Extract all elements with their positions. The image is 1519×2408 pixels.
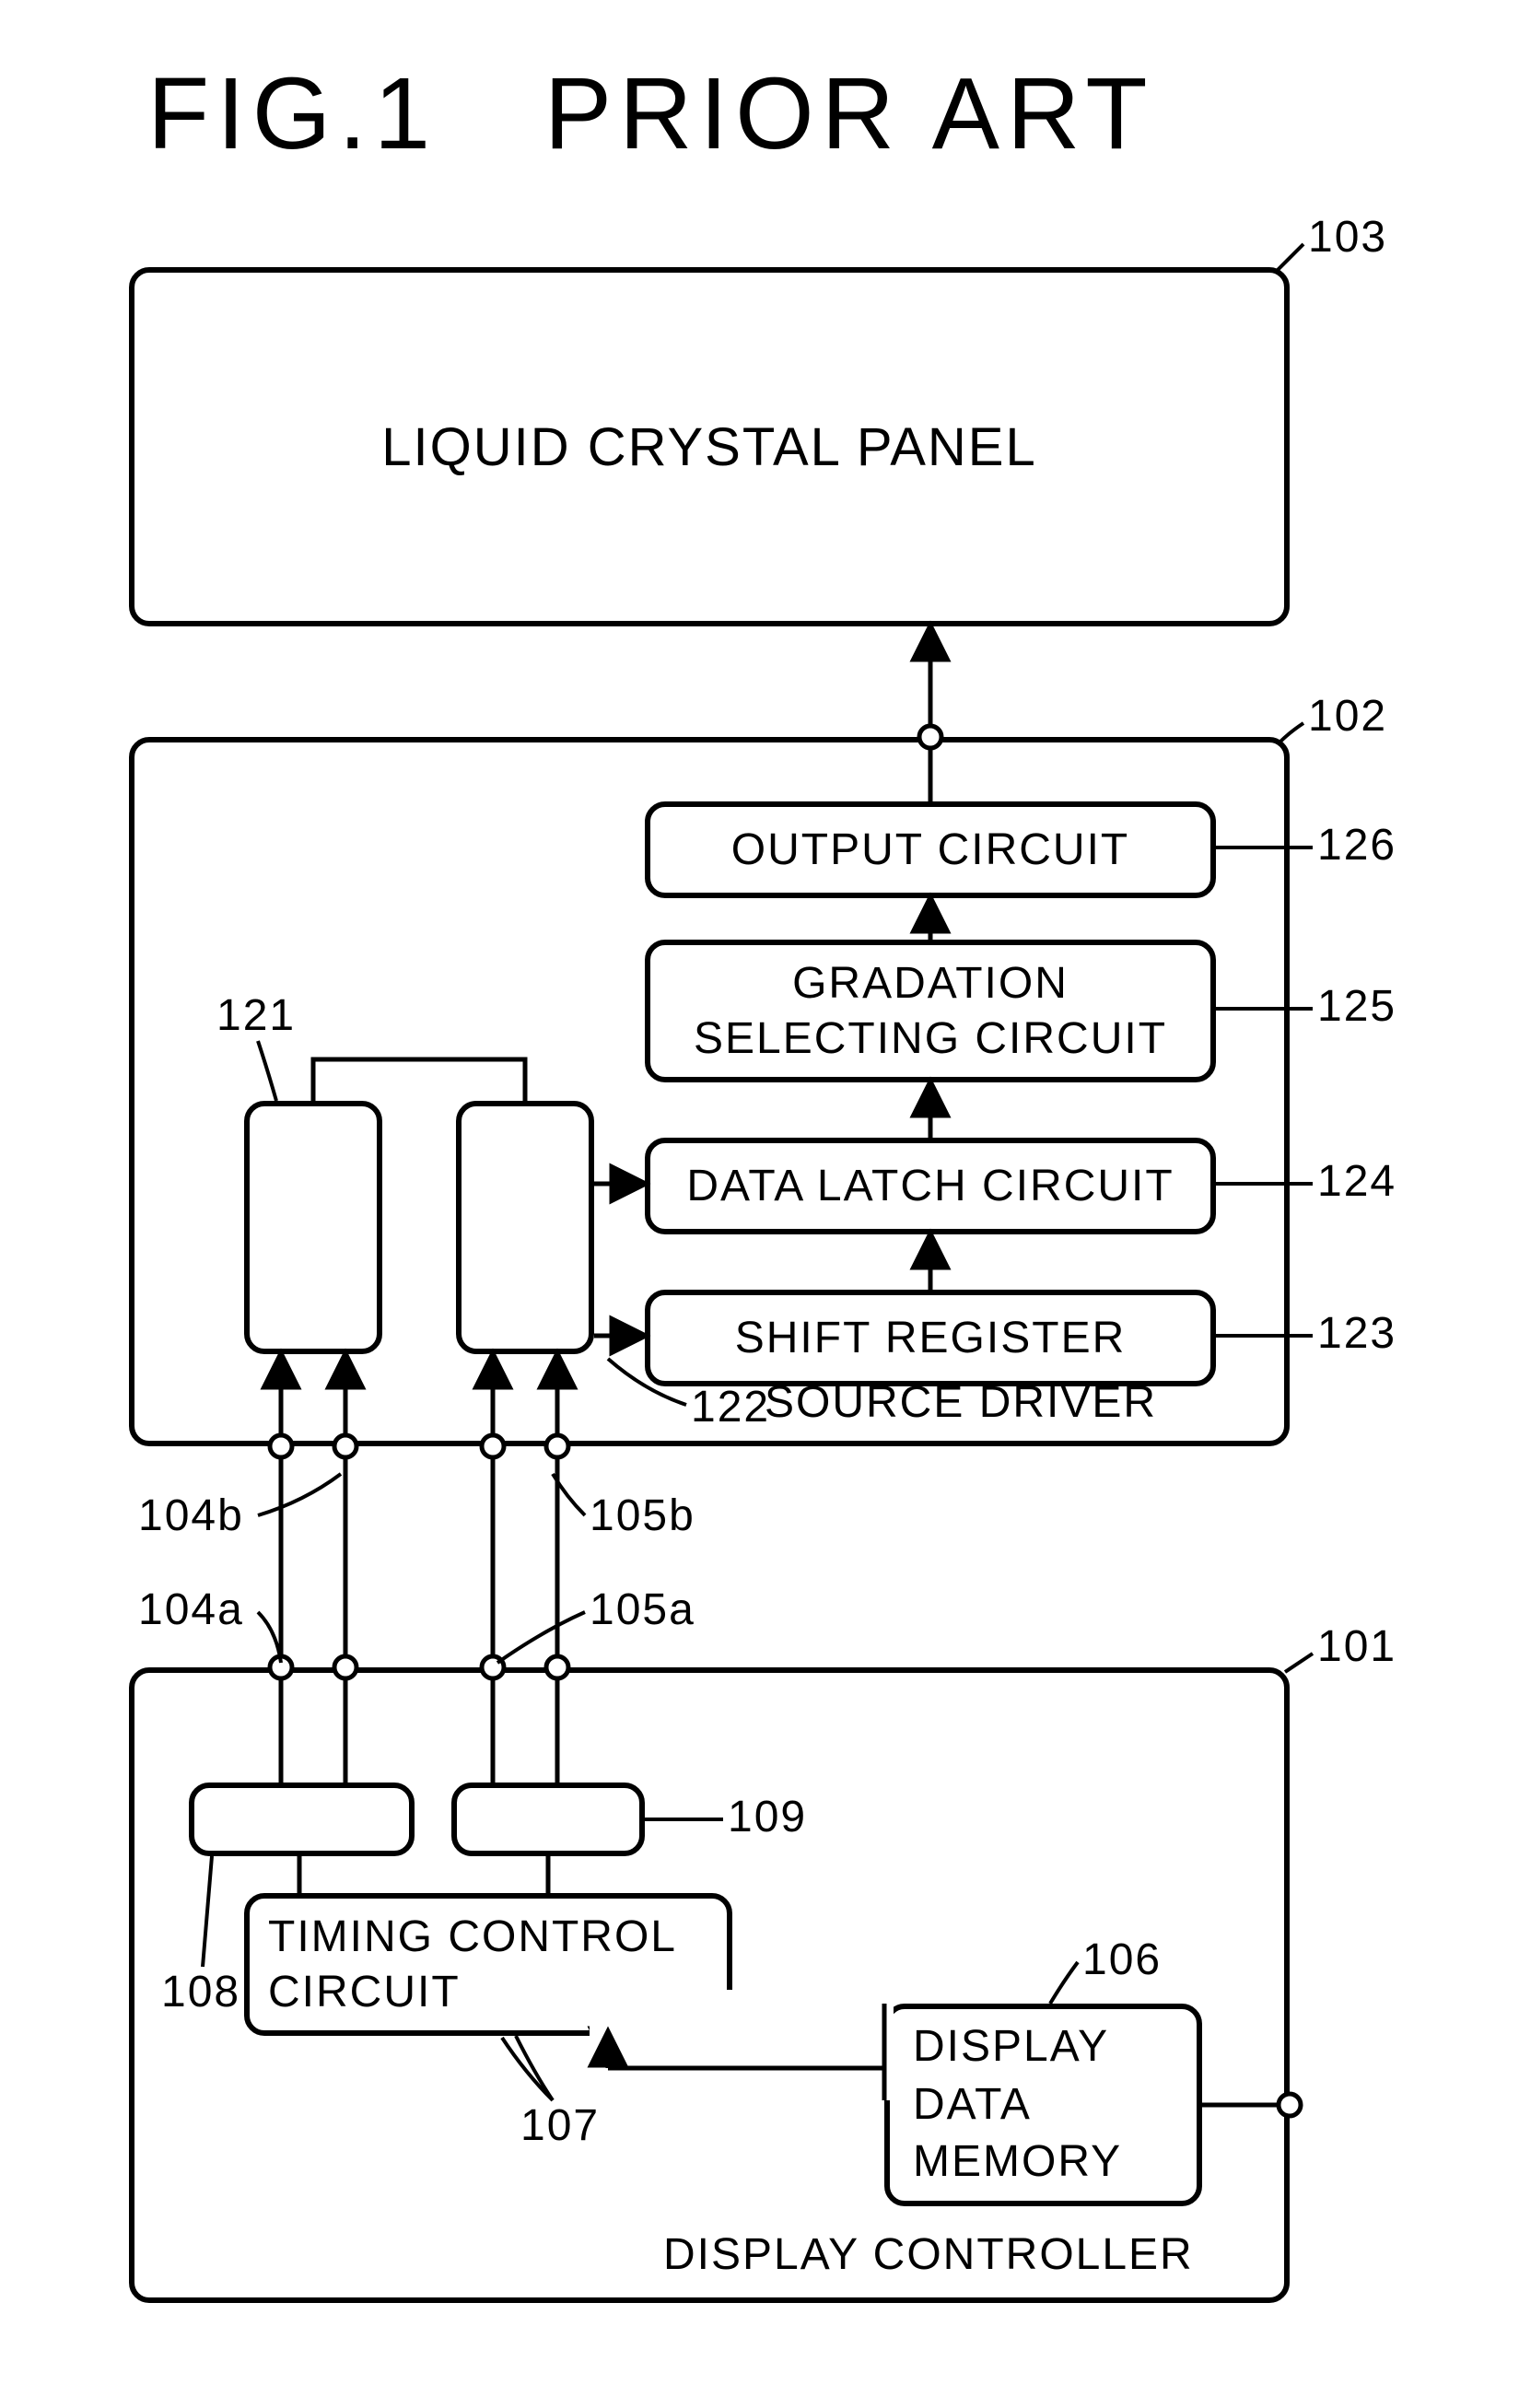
ref-103: 103 xyxy=(1308,212,1387,263)
block-109 xyxy=(451,1783,645,1856)
ref-102: 102 xyxy=(1308,691,1387,742)
ref-124: 124 xyxy=(1317,1156,1396,1207)
block-memory-label: DISPLAY DATA MEMORY xyxy=(913,2018,1122,2191)
ref-123: 123 xyxy=(1317,1308,1396,1359)
block-gradation: GRADATION SELECTING CIRCUIT xyxy=(645,940,1216,1082)
ref-109: 109 xyxy=(728,1792,807,1842)
block-timing-label: TIMING CONTROL CIRCUIT xyxy=(268,1910,677,2020)
ref-105a: 105a xyxy=(590,1584,695,1635)
block-shift: SHIFT REGISTER xyxy=(645,1290,1216,1386)
ref-125: 125 xyxy=(1317,981,1396,1032)
block-memory: DISPLAY DATA MEMORY xyxy=(884,2004,1202,2206)
display-controller-label: DISPLAY CONTROLLER xyxy=(663,2229,1194,2280)
ref-126: 126 xyxy=(1317,820,1396,871)
ref-108: 108 xyxy=(161,1967,240,2017)
block-output-label: OUTPUT CIRCUIT xyxy=(731,824,1129,875)
ref-106: 106 xyxy=(1082,1935,1162,1985)
block-latch-label: DATA LATCH CIRCUIT xyxy=(686,1161,1174,1211)
block-timing: TIMING CONTROL CIRCUIT xyxy=(244,1893,732,2036)
block-108 xyxy=(189,1783,415,1856)
ref-104a: 104a xyxy=(138,1584,244,1635)
block-shift-label: SHIFT REGISTER xyxy=(735,1313,1127,1363)
ref-104b: 104b xyxy=(138,1490,244,1541)
block-panel-label: LIQUID CRYSTAL PANEL xyxy=(381,416,1037,478)
block-panel: LIQUID CRYSTAL PANEL xyxy=(129,267,1290,626)
ref-121: 121 xyxy=(216,990,296,1041)
block-gradation-label: GRADATION SELECTING CIRCUIT xyxy=(694,956,1167,1067)
ref-107: 107 xyxy=(520,2100,600,2151)
ref-105b: 105b xyxy=(590,1490,695,1541)
ref-101: 101 xyxy=(1317,1621,1396,1672)
figure-title: FIG.1 PRIOR ART xyxy=(147,55,1155,172)
block-output: OUTPUT CIRCUIT xyxy=(645,801,1216,898)
block-122 xyxy=(456,1101,594,1354)
ref-122: 122 xyxy=(691,1382,770,1432)
block-121 xyxy=(244,1101,382,1354)
block-latch: DATA LATCH CIRCUIT xyxy=(645,1138,1216,1234)
